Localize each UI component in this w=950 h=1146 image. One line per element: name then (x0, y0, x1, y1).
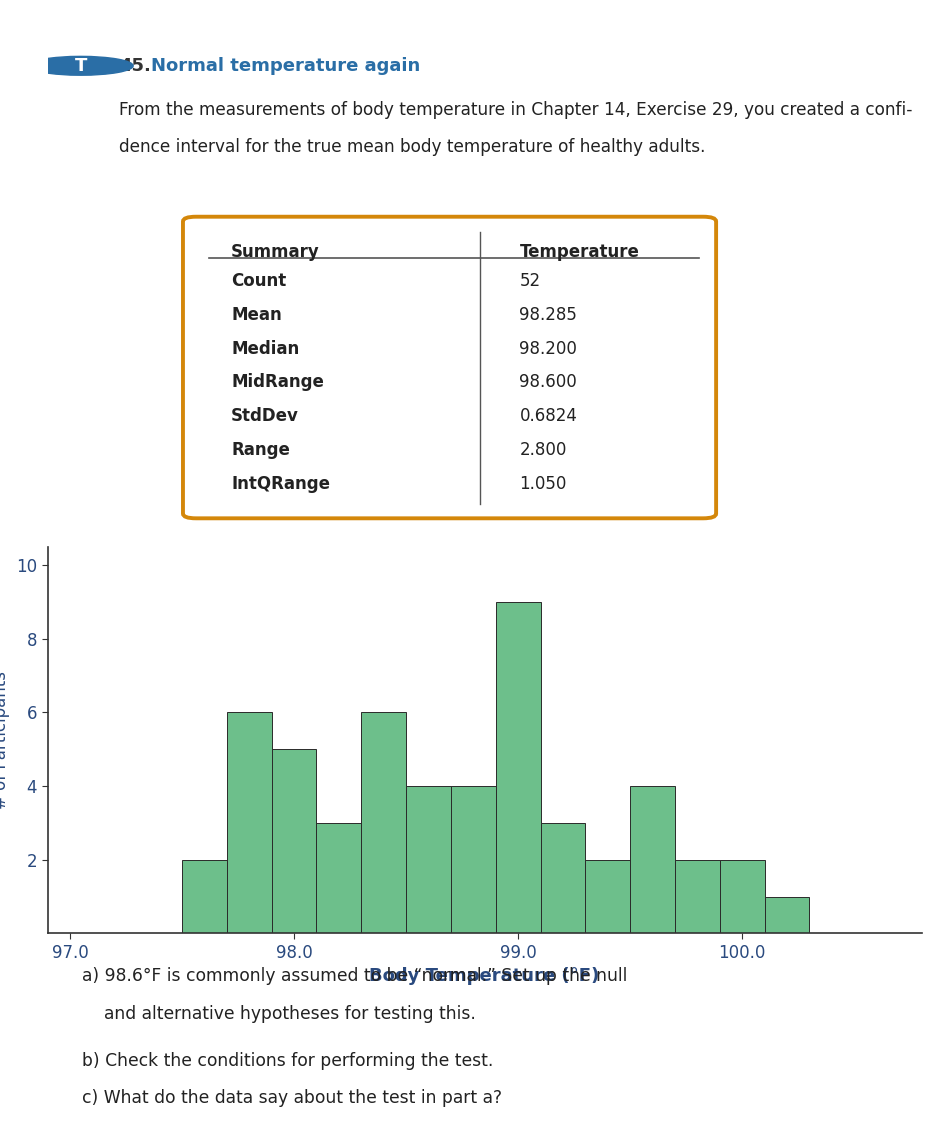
Bar (585, 860, 630, 933)
Text: T: T (74, 57, 86, 74)
Text: c) What do the data say about the test in part a?: c) What do the data say about the test i… (83, 1089, 503, 1107)
Text: a) 98.6°F is commonly assumed to be “normal.” Set up the null: a) 98.6°F is commonly assumed to be “nor… (83, 967, 628, 986)
Text: dence interval for the true mean body temperature of healthy adults.: dence interval for the true mean body te… (119, 139, 706, 157)
Text: b) Check the conditions for performing the test.: b) Check the conditions for performing t… (83, 1052, 494, 1070)
Bar (316, 823, 361, 933)
Text: 98.285: 98.285 (520, 306, 578, 323)
X-axis label: Body Temperature (°F): Body Temperature (°F) (370, 967, 599, 986)
Bar (182, 860, 227, 933)
Bar (361, 713, 406, 933)
Bar (630, 786, 675, 933)
Text: IntQRange: IntQRange (231, 476, 330, 493)
Text: 98.200: 98.200 (520, 339, 578, 358)
Bar (272, 749, 316, 933)
Y-axis label: # of Participants: # of Participants (0, 672, 10, 809)
Text: StdDev: StdDev (231, 408, 299, 425)
Text: Temperature: Temperature (520, 243, 639, 261)
Bar (406, 786, 451, 933)
Text: Normal temperature again: Normal temperature again (151, 57, 420, 74)
Bar (720, 860, 765, 933)
Text: and alternative hypotheses for testing this.: and alternative hypotheses for testing t… (83, 1005, 476, 1022)
Text: 1.050: 1.050 (520, 476, 567, 493)
Text: Mean: Mean (231, 306, 282, 323)
Text: MidRange: MidRange (231, 374, 324, 392)
Text: 45.: 45. (119, 57, 151, 74)
Bar (496, 602, 541, 933)
Bar (765, 896, 809, 933)
Text: Summary: Summary (231, 243, 320, 261)
Text: 98.600: 98.600 (520, 374, 578, 392)
Text: 2.800: 2.800 (520, 441, 567, 460)
FancyBboxPatch shape (183, 217, 716, 518)
Text: Count: Count (231, 272, 286, 290)
Text: 52: 52 (520, 272, 541, 290)
Text: From the measurements of body temperature in Chapter 14, Exercise 29, you create: From the measurements of body temperatur… (119, 101, 913, 119)
Bar (675, 860, 720, 933)
Bar (451, 786, 496, 933)
Circle shape (28, 56, 133, 76)
Bar (541, 823, 585, 933)
Text: Median: Median (231, 339, 299, 358)
Text: Range: Range (231, 441, 290, 460)
Bar (227, 713, 272, 933)
Text: 0.6824: 0.6824 (520, 408, 578, 425)
